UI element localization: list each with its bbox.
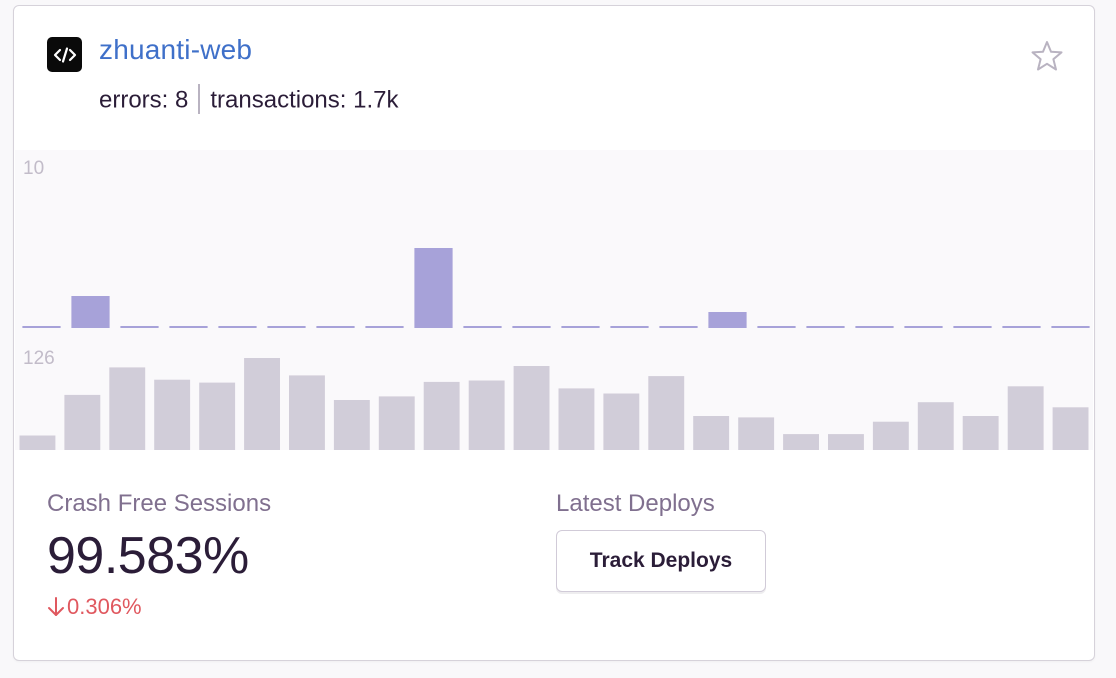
errors-bar[interactable] xyxy=(365,326,404,328)
errors-bar[interactable] xyxy=(708,312,747,328)
errors-bar[interactable] xyxy=(806,326,845,328)
arrow-down-icon xyxy=(48,597,64,616)
code-brackets-icon xyxy=(47,37,82,72)
project-summary: errors: 8 transactions: 1.7k xyxy=(99,84,399,116)
errors-count: errors: 8 xyxy=(99,86,189,114)
transactions-bar[interactable] xyxy=(558,388,595,450)
errors-bar[interactable] xyxy=(659,326,698,328)
transactions-bar[interactable] xyxy=(468,380,505,451)
project-charts: 10 126 xyxy=(15,150,1093,450)
transactions-bar[interactable] xyxy=(962,416,999,450)
errors-bar[interactable] xyxy=(561,326,600,328)
transactions-bar[interactable] xyxy=(154,379,191,450)
crash-free-change-value: 0.306% xyxy=(67,594,142,619)
transactions-bar[interactable] xyxy=(1052,407,1089,450)
errors-bar[interactable] xyxy=(953,326,992,328)
errors-bar[interactable] xyxy=(414,248,453,328)
transactions-bar[interactable] xyxy=(603,393,640,451)
transactions-bar[interactable] xyxy=(109,367,146,450)
transactions-bar[interactable] xyxy=(648,376,685,450)
transactions-bar[interactable] xyxy=(783,434,819,450)
errors-bar[interactable] xyxy=(1051,326,1090,328)
latest-deploys-label: Latest Deploys xyxy=(556,490,715,517)
transactions-bar[interactable] xyxy=(917,402,954,450)
errors-bar[interactable] xyxy=(267,326,306,328)
errors-bar[interactable] xyxy=(463,326,502,328)
transactions-y-max-label: 126 xyxy=(23,348,55,369)
transactions-bar[interactable] xyxy=(872,421,909,450)
errors-bar[interactable] xyxy=(218,326,257,328)
star-icon[interactable] xyxy=(1030,39,1064,73)
charts-svg: 10 126 xyxy=(19,158,1090,451)
track-deploys-button[interactable]: Track Deploys xyxy=(556,530,766,592)
transactions-chart xyxy=(19,358,1089,451)
crash-free-change: 0.306% xyxy=(47,594,142,620)
transactions-bar[interactable] xyxy=(289,375,325,450)
transactions-bar[interactable] xyxy=(513,366,550,450)
errors-bar[interactable] xyxy=(757,326,796,328)
transactions-bar[interactable] xyxy=(1007,386,1044,450)
crash-free-value: 99.583% xyxy=(47,527,249,585)
transactions-bar[interactable] xyxy=(244,358,280,450)
errors-bar[interactable] xyxy=(904,326,943,328)
transactions-bar[interactable] xyxy=(423,381,460,450)
transactions-bar[interactable] xyxy=(199,382,236,450)
errors-bar[interactable] xyxy=(169,326,208,328)
errors-y-max-label: 10 xyxy=(23,158,44,179)
transactions-bar[interactable] xyxy=(19,435,56,451)
errors-bar[interactable] xyxy=(610,326,649,328)
errors-chart xyxy=(22,248,1090,328)
divider xyxy=(198,84,201,114)
transactions-bar[interactable] xyxy=(333,400,370,450)
errors-bar[interactable] xyxy=(1002,326,1041,328)
project-name-link[interactable]: zhuanti-web xyxy=(99,34,253,65)
errors-bar[interactable] xyxy=(120,326,159,328)
errors-bar[interactable] xyxy=(71,296,110,328)
errors-bar[interactable] xyxy=(512,326,551,328)
transactions-bar[interactable] xyxy=(693,416,730,450)
transactions-bar[interactable] xyxy=(64,394,101,450)
transactions-bar[interactable] xyxy=(828,434,864,450)
transactions-count: transactions: 1.7k xyxy=(210,86,399,114)
errors-bar[interactable] xyxy=(855,326,894,328)
crash-free-label: Crash Free Sessions xyxy=(47,490,272,517)
errors-bar[interactable] xyxy=(22,326,61,328)
transactions-bar[interactable] xyxy=(738,417,775,450)
transactions-bar[interactable] xyxy=(378,396,415,450)
project-card: zhuanti-web errors: 8 transactions: 1.7k … xyxy=(13,5,1095,661)
errors-bar[interactable] xyxy=(316,326,355,328)
